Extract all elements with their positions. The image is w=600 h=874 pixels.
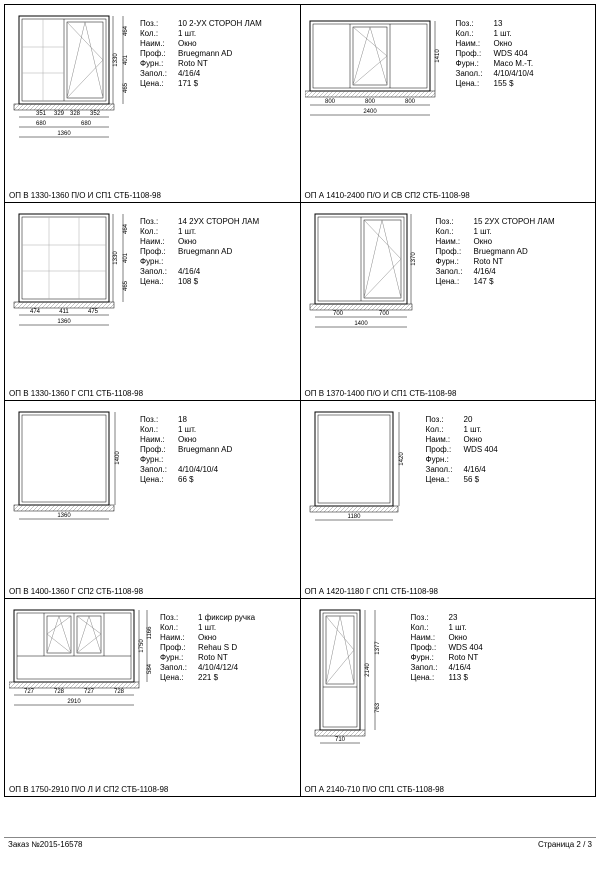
spec-cell-5: 1420 1180 Поз.:20 Кол.:1 шт. Наим.:Окно … — [301, 401, 597, 599]
val-price: 171 $ — [178, 79, 296, 88]
svg-text:1410: 1410 — [435, 49, 441, 63]
svg-text:710: 710 — [334, 737, 345, 743]
caption-7: ОП А 2140-710 П/О СП1 СТБ-1108-98 — [305, 781, 592, 794]
svg-text:474: 474 — [30, 309, 41, 315]
svg-text:800: 800 — [404, 99, 415, 105]
spec-cell-6: 1750 1166 584 727 728 727 728 2910 Поз.:… — [5, 599, 301, 797]
svg-text:411: 411 — [59, 309, 69, 315]
svg-text:800: 800 — [364, 99, 375, 105]
svg-text:328: 328 — [70, 111, 81, 117]
specs-4: Поз.:18 Кол.:1 шт. Наим.:Окно Проф.:Brue… — [140, 407, 296, 484]
window-drawing-0: 1330 464 401 465 351 329 328 352 — [9, 11, 134, 161]
val-hardware: Roto NT — [178, 59, 296, 68]
svg-text:2140: 2140 — [365, 663, 371, 677]
caption-6: ОП В 1750-2910 П/О Л И СП2 СТБ-1108-98 — [9, 781, 296, 794]
window-drawing-7: 2140 1377 763 710 — [305, 605, 405, 770]
label-name: Наим.: — [140, 39, 178, 48]
svg-text:680: 680 — [81, 121, 92, 127]
svg-text:700: 700 — [378, 311, 389, 317]
svg-text:464: 464 — [123, 223, 129, 234]
svg-text:401: 401 — [123, 252, 129, 263]
caption-4: ОП В 1400-1360 Г СП2 СТБ-1108-98 — [9, 583, 296, 596]
svg-text:465: 465 — [123, 280, 129, 291]
caption-0: ОП В 1330-1360 П/О И СП1 СТБ-1108-98 — [9, 187, 296, 200]
spec-cell-4: 1400 1360 Поз.:18 Кол.:1 шт. Наим.:Окно … — [5, 401, 301, 599]
svg-text:728: 728 — [114, 689, 125, 695]
svg-text:2910: 2910 — [67, 699, 81, 705]
svg-text:1370: 1370 — [411, 252, 417, 266]
label-qty: Кол.: — [140, 29, 178, 38]
svg-text:1420: 1420 — [399, 452, 405, 466]
svg-text:352: 352 — [90, 111, 101, 117]
svg-text:1166: 1166 — [147, 626, 153, 640]
svg-text:465: 465 — [123, 82, 129, 93]
svg-text:727: 727 — [84, 689, 95, 695]
spec-grid: 1330 464 401 465 351 329 328 352 — [4, 4, 596, 797]
caption-1: ОП А 1410-2400 П/О И СВ СП2 СТБ-1108-98 — [305, 187, 592, 200]
footer-order: Заказ №2015-16578 — [8, 840, 83, 849]
svg-text:329: 329 — [54, 111, 65, 117]
footer: Заказ №2015-16578 Страница 2 / 3 — [4, 837, 596, 851]
svg-text:763: 763 — [375, 702, 381, 713]
label-hardware: Фурн.: — [140, 59, 178, 68]
window-drawing-3: 1370 700 700 1400 — [305, 209, 430, 354]
caption-5: ОП А 1420-1180 Г СП1 СТБ-1108-98 — [305, 583, 592, 596]
spec-cell-2: 1330 464 401 465 474 411 475 1360 — [5, 203, 301, 401]
val-pos: 10 2-УХ СТОРОН ЛАМ — [178, 19, 296, 28]
svg-text:800: 800 — [324, 99, 335, 105]
specs-3: Поз.:15 2УХ СТОРОН ЛАМ Кол.:1 шт. Наим.:… — [436, 209, 592, 286]
svg-text:1360: 1360 — [57, 131, 71, 137]
specs-0: Поз.: 10 2-УХ СТОРОН ЛАМ Кол.: 1 шт. Наи… — [140, 11, 296, 88]
svg-text:351: 351 — [36, 111, 47, 117]
label-profile: Проф.: — [140, 49, 178, 58]
spec-cell-3: 1370 700 700 1400 Поз.:15 2УХ СТОРОН ЛАМ… — [301, 203, 597, 401]
specs-7: Поз.:23 Кол.:1 шт. Наим.:Окно Проф.:WDS … — [411, 605, 592, 682]
svg-text:584: 584 — [147, 663, 153, 674]
spec-cell-7: 2140 1377 763 710 Поз.:23 Кол.:1 шт. Наи… — [301, 599, 597, 797]
val-profile: Bruegmann AD — [178, 49, 296, 58]
svg-text:401: 401 — [123, 54, 129, 65]
svg-text:1180: 1180 — [347, 514, 361, 520]
svg-text:1400: 1400 — [115, 451, 121, 465]
window-drawing-6: 1750 1166 584 727 728 727 728 2910 — [9, 605, 154, 745]
svg-text:1400: 1400 — [354, 321, 368, 327]
svg-text:1330: 1330 — [113, 251, 119, 265]
val-qty: 1 шт. — [178, 29, 296, 38]
svg-text:680: 680 — [36, 121, 47, 127]
svg-text:1750: 1750 — [139, 639, 145, 653]
caption-3: ОП В 1370-1400 П/О И СП1 СТБ-1108-98 — [305, 385, 592, 398]
svg-text:1377: 1377 — [375, 641, 381, 655]
svg-text:1360: 1360 — [57, 319, 71, 325]
caption-2: ОП В 1330-1360 Г СП1 СТБ-1108-98 — [9, 385, 296, 398]
svg-text:475: 475 — [88, 309, 99, 315]
window-drawing-4: 1400 1360 — [9, 407, 134, 552]
val-name: Окно — [178, 39, 296, 48]
svg-text:464: 464 — [123, 25, 129, 36]
specs-1: Поз.:13 Кол.:1 шт. Наим.:Окно Проф.:WDS … — [456, 11, 592, 88]
svg-text:2400: 2400 — [363, 109, 377, 115]
spec-cell-0: 1330 464 401 465 351 329 328 352 — [5, 5, 301, 203]
footer-page: Страница 2 / 3 — [538, 840, 592, 849]
window-drawing-5: 1420 1180 — [305, 407, 420, 552]
svg-text:1360: 1360 — [57, 513, 71, 519]
window-drawing-1: 1410 800 800 800 2400 — [305, 11, 450, 151]
specs-5: Поз.:20 Кол.:1 шт. Наим.:Окно Проф.:WDS … — [426, 407, 592, 484]
svg-text:700: 700 — [332, 311, 343, 317]
specs-2: Поз.:14 2УХ СТОРОН ЛАМ Кол.:1 шт. Наим.:… — [140, 209, 296, 286]
label-fill: Запол.: — [140, 69, 178, 78]
spec-cell-1: 1410 800 800 800 2400 Поз.:13 Кол.:1 шт.… — [301, 5, 597, 203]
label-pos: Поз.: — [140, 19, 178, 28]
window-drawing-2: 1330 464 401 465 474 411 475 1360 — [9, 209, 134, 359]
svg-text:1330: 1330 — [113, 53, 119, 67]
svg-text:727: 727 — [24, 689, 35, 695]
specs-6: Поз.:1 фиксир ручка Кол.:1 шт. Наим.:Окн… — [160, 605, 296, 682]
svg-text:728: 728 — [54, 689, 65, 695]
label-price: Цена.: — [140, 79, 178, 88]
val-fill: 4/16/4 — [178, 69, 296, 78]
